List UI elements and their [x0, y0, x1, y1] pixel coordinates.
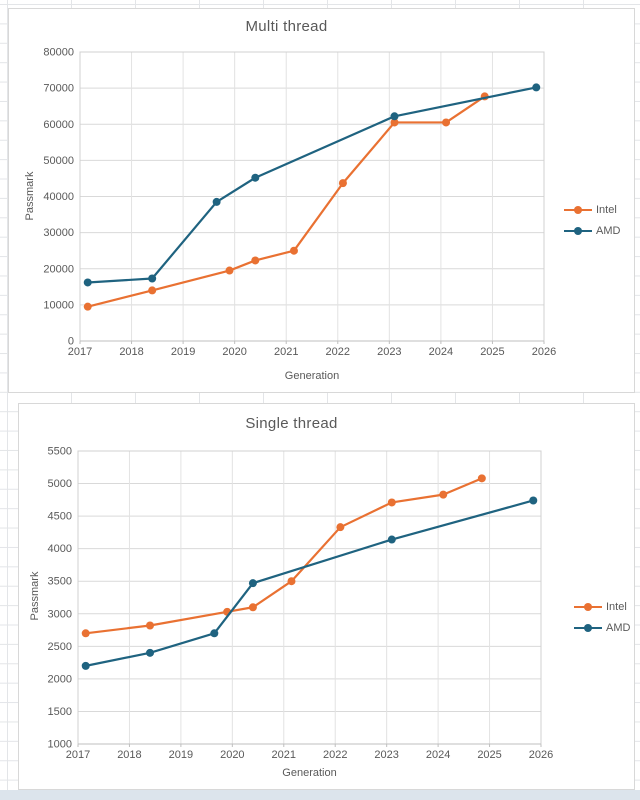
x-tick-label: 2018: [117, 749, 141, 761]
data-point-intel[interactable]: [338, 179, 347, 188]
data-point-amd[interactable]: [390, 112, 399, 121]
y-axis-title: Passmark: [29, 571, 41, 621]
data-point-intel[interactable]: [442, 118, 451, 127]
data-point-intel[interactable]: [81, 629, 90, 638]
intel-series-swatch-icon: [564, 205, 592, 214]
series-line-amd[interactable]: [86, 86, 538, 284]
x-tick-label: 2020: [222, 346, 246, 358]
y-tick-label: 70000: [43, 83, 74, 95]
legend-label: AMD: [596, 224, 621, 237]
y-tick-label: 2000: [48, 673, 72, 685]
data-point-amd[interactable]: [83, 278, 92, 287]
data-point-intel[interactable]: [251, 256, 260, 265]
data-point-intel[interactable]: [225, 266, 234, 275]
y-tick-label: 40000: [43, 191, 74, 203]
chart-title: Single thread: [245, 415, 338, 432]
x-tick-label: 2018: [119, 346, 143, 358]
data-point-amd[interactable]: [532, 83, 541, 92]
data-point-amd[interactable]: [146, 648, 155, 657]
data-point-amd[interactable]: [212, 197, 221, 206]
x-tick-label: 2026: [532, 346, 556, 358]
x-tick-label: 2017: [68, 346, 92, 358]
legend-label: AMD: [606, 621, 631, 634]
amd-series-swatch-icon: [574, 623, 602, 632]
x-axis-title: Generation: [284, 370, 340, 382]
y-tick-label: 30000: [43, 227, 74, 239]
y-tick-label: 60000: [43, 119, 74, 131]
y-tick-label: 1500: [48, 706, 72, 718]
y-tick-label: 4500: [48, 511, 72, 523]
y-tick-label: 5500: [48, 446, 72, 458]
multi-thread-plot: 0 10000 20000 30000 40000 50000 60000 70000 8000…: [43, 47, 556, 359]
spreadsheet-row-highlight: [0, 790, 640, 800]
x-tick-label: 2025: [477, 749, 501, 761]
legend: Intel AMD: [564, 199, 620, 241]
x-tick-label: 2021: [272, 749, 296, 761]
y-tick-label: 1000: [48, 739, 72, 751]
x-tick-label: 2023: [374, 749, 398, 761]
x-tick-label: 2024: [429, 346, 453, 358]
y-tick-label: 3500: [48, 576, 72, 588]
single-thread-plot: 1000 1500 2000 2500 3000 3500 4000 4500 5000 5500…: [48, 446, 554, 762]
data-point-intel[interactable]: [146, 621, 155, 630]
data-point-amd[interactable]: [387, 535, 396, 544]
y-tick-label: 0: [68, 336, 74, 348]
data-point-amd[interactable]: [251, 173, 260, 182]
data-point-intel[interactable]: [390, 118, 399, 127]
data-point-intel[interactable]: [287, 577, 296, 586]
data-point-amd[interactable]: [529, 496, 538, 505]
y-tick-label: 3000: [48, 608, 72, 620]
y-tick-label: 4000: [48, 543, 72, 555]
data-point-intel[interactable]: [336, 523, 345, 532]
y-axis-title: Passmark: [24, 171, 36, 221]
data-point-intel[interactable]: [439, 490, 448, 499]
legend-label: Intel: [596, 203, 617, 216]
data-point-amd[interactable]: [248, 579, 257, 588]
y-tick-label: 20000: [43, 263, 74, 275]
data-point-amd[interactable]: [210, 629, 219, 638]
y-tick-label: 50000: [43, 155, 74, 167]
intel-series-swatch-icon: [574, 602, 602, 611]
data-point-intel[interactable]: [387, 498, 396, 507]
plot-border: [77, 450, 542, 745]
legend-label: Intel: [606, 600, 627, 613]
x-axis-title: Generation: [282, 767, 337, 779]
data-point-intel[interactable]: [83, 302, 92, 311]
amd-series-swatch-icon: [564, 226, 592, 235]
x-tick-label: 2023: [377, 346, 401, 358]
legend-item-amd[interactable]: AMD: [574, 617, 630, 638]
x-tick-label: 2025: [480, 346, 504, 358]
multi-thread-chart[interactable]: 0 10000 20000 30000 40000 50000 60000 70000 8000…: [8, 8, 635, 393]
series-line-amd[interactable]: [84, 499, 535, 667]
data-point-intel[interactable]: [477, 474, 486, 483]
y-tick-label: 10000: [43, 299, 74, 311]
y-tick-label: 80000: [43, 47, 74, 59]
data-point-intel[interactable]: [248, 603, 257, 612]
data-point-amd[interactable]: [148, 274, 157, 283]
legend: Intel AMD: [574, 596, 630, 638]
single-thread-chart[interactable]: 1000 1500 2000 2500 3000 3500 4000 4500 5000 5500…: [18, 403, 635, 790]
data-point-intel[interactable]: [148, 286, 157, 295]
legend-item-amd[interactable]: AMD: [564, 220, 620, 241]
chart-title: Multi thread: [245, 18, 328, 35]
x-tick-label: 2017: [66, 749, 90, 761]
data-point-amd[interactable]: [81, 661, 90, 670]
legend-item-intel[interactable]: Intel: [574, 596, 630, 617]
legend-item-intel[interactable]: Intel: [564, 199, 620, 220]
data-point-intel[interactable]: [289, 246, 298, 255]
x-tick-label: 2019: [171, 346, 195, 358]
y-tick-label: 5000: [48, 478, 72, 490]
x-tick-label: 2019: [169, 749, 193, 761]
x-tick-label: 2021: [274, 346, 298, 358]
x-tick-label: 2024: [426, 749, 450, 761]
y-tick-label: 2500: [48, 641, 72, 653]
x-tick-label: 2022: [326, 346, 350, 358]
x-tick-label: 2022: [323, 749, 347, 761]
x-tick-label: 2026: [529, 749, 553, 761]
x-tick-label: 2020: [220, 749, 244, 761]
